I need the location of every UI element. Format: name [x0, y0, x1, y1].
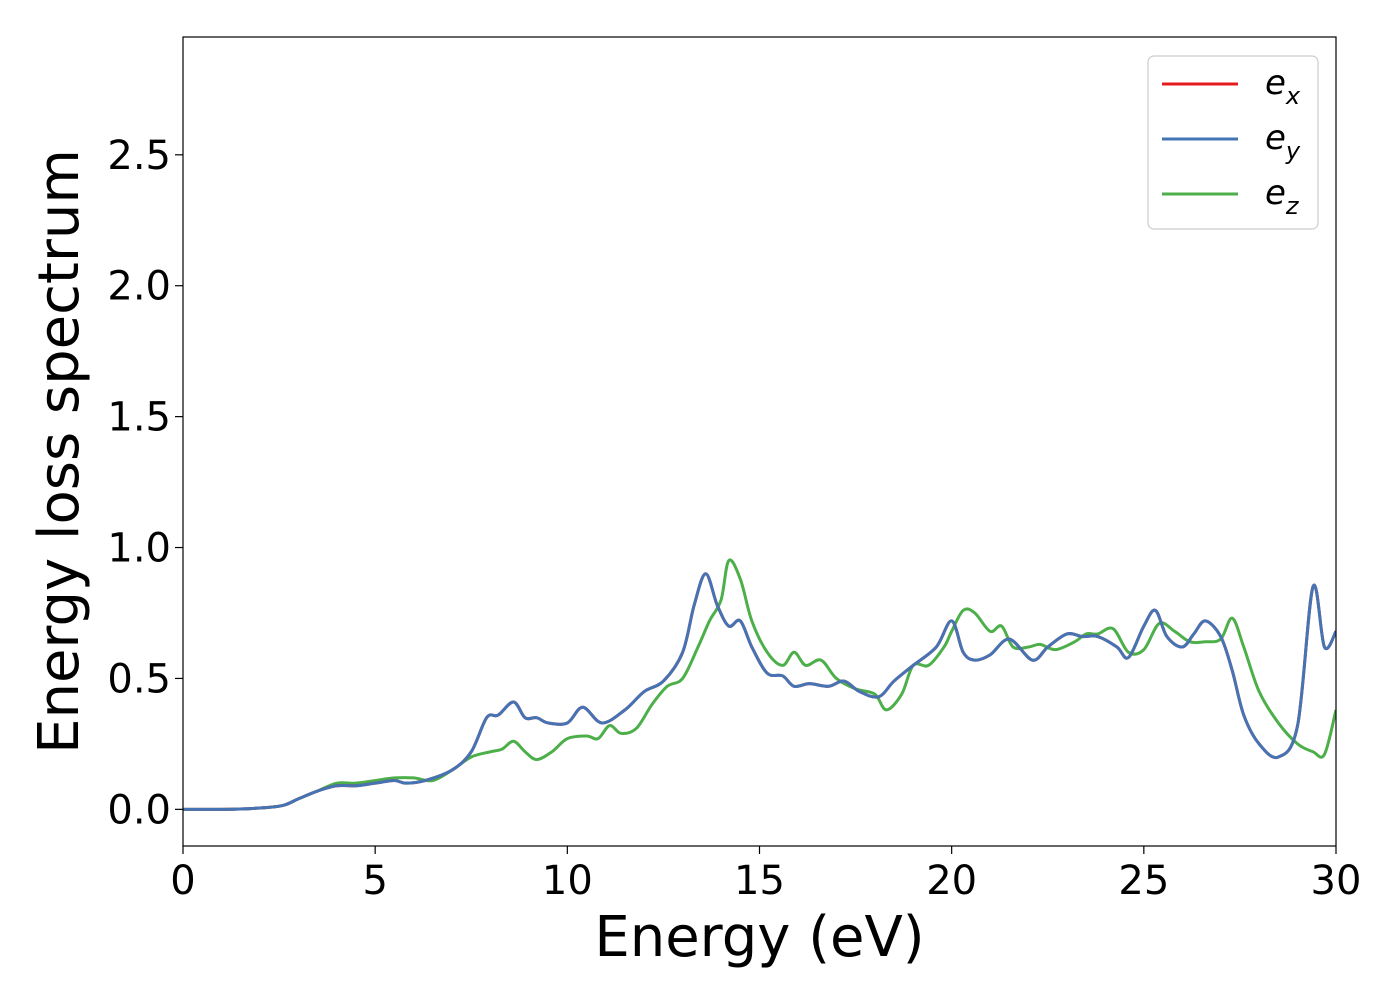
x-tick-label: 5: [362, 858, 387, 904]
x-tick-label: 10: [542, 858, 593, 904]
y-tick-label: 1.0: [107, 526, 171, 572]
y-axis-title: Energy loss spectrum: [27, 149, 92, 754]
legend: ex ey ez: [1147, 55, 1319, 230]
series-line-e_y: [183, 572, 1336, 811]
legend-label-e_z: ez: [1265, 173, 1300, 220]
y-tick-label: 2.5: [107, 133, 171, 179]
x-tick-label: 30: [1311, 858, 1362, 904]
x-tick-label: 0: [170, 858, 195, 904]
series-layer: [183, 558, 1336, 811]
x-tick-label: 20: [926, 858, 977, 904]
x-axis: 0 5 10 15 20 25 30: [170, 846, 1361, 904]
legend-label-e_y: ey: [1265, 118, 1301, 165]
x-tick-label: 25: [1118, 858, 1169, 904]
x-tick-label: 15: [734, 858, 785, 904]
series-line-e_x: [183, 572, 1336, 811]
y-axis: 0.0 0.5 1.0 1.5 2.0 2.5: [107, 133, 183, 833]
series-line-e_z: [183, 558, 1336, 811]
y-tick-label: 2.0: [107, 264, 171, 310]
y-tick-label: 0.0: [107, 787, 171, 833]
y-tick-label: 1.5: [107, 395, 171, 441]
x-axis-title: Energy (eV): [594, 905, 924, 970]
y-tick-label: 0.5: [107, 656, 171, 702]
legend-label-e_x: ex: [1265, 63, 1301, 110]
legend-box: [1147, 55, 1319, 230]
